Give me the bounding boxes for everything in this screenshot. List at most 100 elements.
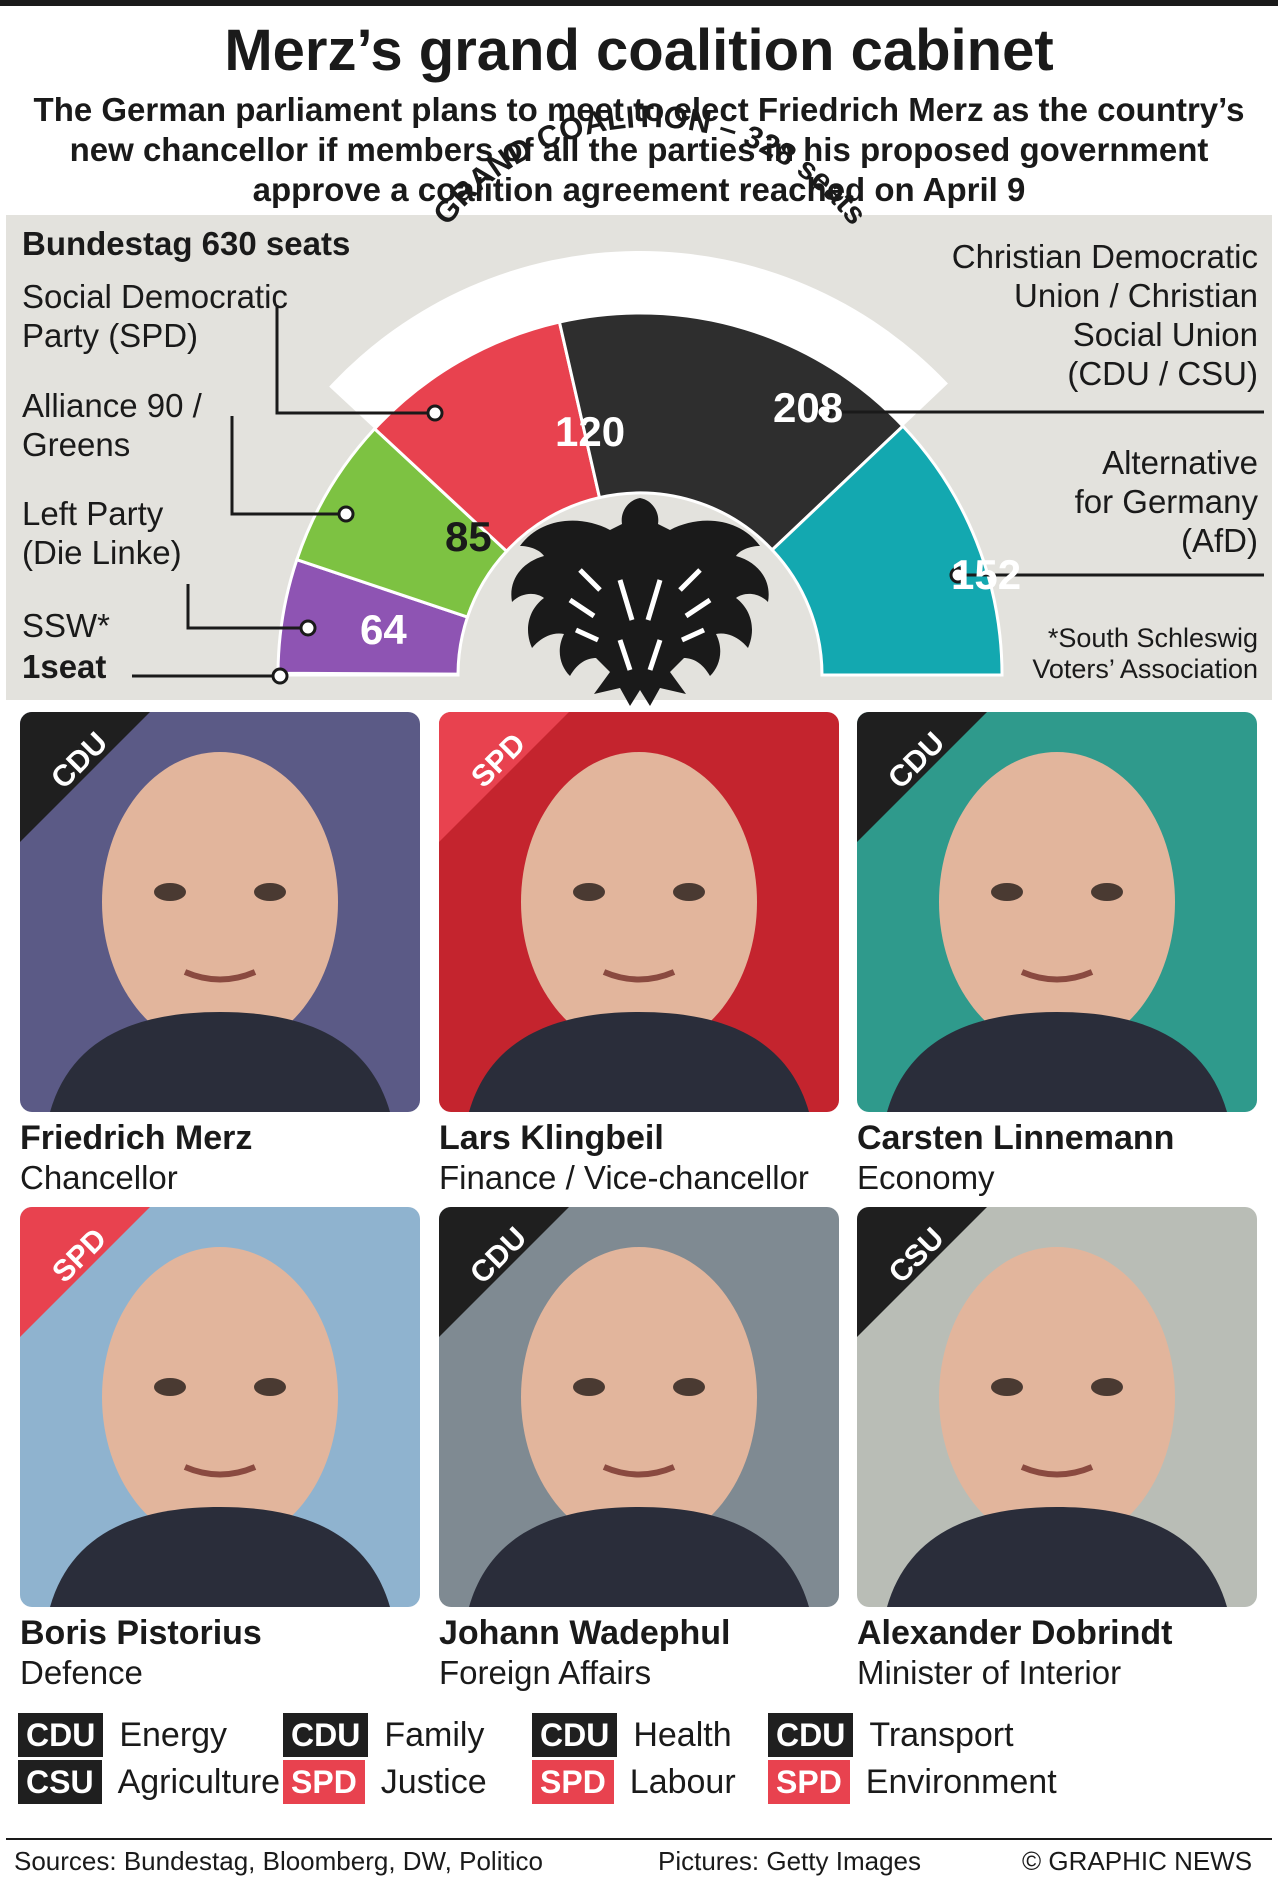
- ministry-label: Justice: [380, 1762, 487, 1801]
- ministry-environment: SPD Environment: [768, 1759, 1057, 1805]
- afd-leader-dot: [949, 566, 967, 584]
- minister-name: Johann Wadephul: [439, 1614, 731, 1652]
- footer-rule: [6, 1838, 1272, 1840]
- left-label-line1: Left Party: [22, 495, 164, 532]
- party-badge: CDU: [283, 1713, 369, 1757]
- left-seat-count: 64: [360, 606, 407, 653]
- cdu-seat-segment: [557, 311, 906, 553]
- portrait-photo: CDU: [857, 712, 1257, 1112]
- portrait-photo: SPD: [20, 1207, 420, 1607]
- portrait-silhouette-icon: [887, 752, 1227, 1112]
- greens-label-line1: Alliance 90 /: [22, 387, 202, 424]
- spd-seat-count: 120: [555, 408, 625, 455]
- afd-seat-count: 152: [951, 551, 1021, 598]
- ministry-row: CSU Agriculture SPD Justice SPD Labour SPD Envi…: [18, 1759, 1268, 1805]
- cabinet-grid: CDU Friedrich Merz Chancellor SPD Lars K…: [0, 712, 1278, 1702]
- afd-label-line1: Alternative: [1102, 444, 1258, 481]
- ministry-energy: CDU Energy: [18, 1712, 227, 1758]
- pictures-credit: Pictures: Getty Images: [658, 1846, 921, 1876]
- coalition-band: [329, 250, 948, 430]
- left-label-line2: (Die Linke): [22, 534, 182, 571]
- ssw-label-line2: 1seat: [22, 648, 107, 685]
- ssw-label-line1: SSW*: [22, 607, 111, 644]
- cdu-label-line1: Christian Democratic: [951, 238, 1258, 275]
- minister-name: Lars Klingbeil: [439, 1119, 664, 1157]
- party-badge: CSU: [18, 1760, 102, 1804]
- party-badge: SPD: [532, 1760, 614, 1804]
- ministry-label: Transport: [869, 1715, 1014, 1754]
- footnote-line1: *South Schleswig: [1047, 623, 1258, 653]
- minister-card-alexander-dobrindt: CSU Alexander Dobrindt Minister of Inter…: [857, 1207, 1257, 1693]
- minister-role: Finance / Vice-chancellor: [439, 1159, 809, 1196]
- parliament-chart: GRAND COALITION – 328 seats 64 85 120 208 15…: [132, 99, 1264, 706]
- portrait-silhouette-icon: [50, 1247, 390, 1607]
- afd-label-line2: for Germany: [1074, 483, 1258, 520]
- greens-leader-line: [230, 416, 346, 516]
- other-ministries: CDU Energy CDU Family CDU Health CDU Transport C…: [18, 1712, 1268, 1832]
- minister-card-lars-klingbeil: SPD Lars Klingbeil Finance / Vice-chance…: [439, 712, 839, 1198]
- top-rule: [0, 0, 1278, 6]
- ministry-justice: SPD Justice: [283, 1759, 487, 1805]
- ssw-leader-dot: [271, 667, 289, 685]
- ministry-label: Health: [633, 1715, 732, 1754]
- party-badge: CDU: [768, 1713, 854, 1757]
- afd-seat-segment: [770, 424, 1004, 677]
- sources-text: Sources: Bundestag, Bloomberg, DW, Polit…: [14, 1846, 543, 1876]
- ministry-agriculture: CSU Agriculture: [18, 1759, 280, 1805]
- party-badge: CDU: [18, 1713, 104, 1757]
- copyright-text: © GRAPHIC NEWS: [1022, 1846, 1253, 1876]
- coalition-label: GRAND COALITION – 328 seats: [426, 99, 874, 231]
- portrait-silhouette-icon: [469, 752, 809, 1112]
- portrait-photo: CDU: [20, 712, 420, 1112]
- ministry-label: Labour: [629, 1762, 736, 1801]
- greens-label-line2: Greens: [22, 426, 131, 463]
- spd-label-line1: Social Democratic: [22, 278, 288, 315]
- greens-seat-count: 85: [445, 513, 492, 560]
- minister-card-carsten-linnemann: CDU Carsten Linnemann Economy: [857, 712, 1257, 1198]
- minister-role: Defence: [20, 1654, 143, 1691]
- portrait-silhouette-icon: [469, 1247, 809, 1607]
- party-badge: SPD: [768, 1760, 850, 1804]
- ministry-label: Agriculture: [117, 1762, 281, 1801]
- eagle-icon: [511, 498, 769, 706]
- minister-name: Carsten Linnemann: [857, 1119, 1175, 1157]
- ministry-labour: SPD Labour: [532, 1759, 736, 1805]
- ministry-label: Family: [384, 1715, 485, 1754]
- minister-card-boris-pistorius: SPD Boris Pistorius Defence: [20, 1207, 420, 1693]
- bundestag-heading: Bundestag 630 seats: [22, 225, 351, 262]
- party-badge: CDU: [532, 1713, 618, 1757]
- ministry-transport: CDU Transport: [768, 1712, 1014, 1758]
- spd-leader-dot: [426, 404, 444, 422]
- minister-card-friedrich-merz: CDU Friedrich Merz Chancellor: [20, 712, 420, 1198]
- portrait-photo: CSU: [857, 1207, 1257, 1607]
- minister-name: Friedrich Merz: [20, 1119, 253, 1157]
- ministry-row: CDU Energy CDU Family CDU Health CDU Transport: [18, 1712, 1268, 1758]
- party-badge: SPD: [283, 1760, 365, 1804]
- minister-role: Economy: [857, 1159, 995, 1196]
- cdu-leader-dot: [815, 403, 833, 421]
- ministry-label: Energy: [119, 1715, 228, 1754]
- cdu-label-line4: (CDU / CSU): [1067, 355, 1258, 392]
- minister-role: Foreign Affairs: [439, 1654, 652, 1691]
- greens-leader-dot: [337, 505, 355, 523]
- footnote-line2: Voters’ Association: [1032, 654, 1258, 684]
- cdu-label-line3: Social Union: [1072, 316, 1258, 353]
- page-subtitle: The German parliament plans to meet to e…: [33, 91, 1245, 208]
- minister-name: Boris Pistorius: [20, 1614, 262, 1652]
- portrait-silhouette-icon: [50, 752, 390, 1112]
- ministry-health: CDU Health: [532, 1712, 732, 1758]
- minister-name: Alexander Dobrindt: [857, 1614, 1173, 1652]
- page-title: Merz’s grand coalition cabinet: [224, 18, 1054, 83]
- cdu-label-line2: Union / Christian: [1014, 277, 1258, 314]
- minister-role: Minister of Interior: [857, 1654, 1122, 1691]
- minister-role: Chancellor: [20, 1159, 178, 1196]
- spd-label-line2: Party (SPD): [22, 317, 199, 354]
- left-leader-dot: [299, 619, 317, 637]
- portrait-photo: SPD: [439, 712, 839, 1112]
- left-leader-line: [186, 584, 308, 630]
- spd-leader-line: [275, 305, 435, 415]
- afd-label-line3: (AfD): [1181, 522, 1258, 559]
- portrait-photo: CDU: [439, 1207, 839, 1607]
- ministry-label: Environment: [865, 1762, 1057, 1801]
- ministry-family: CDU Family: [283, 1712, 484, 1758]
